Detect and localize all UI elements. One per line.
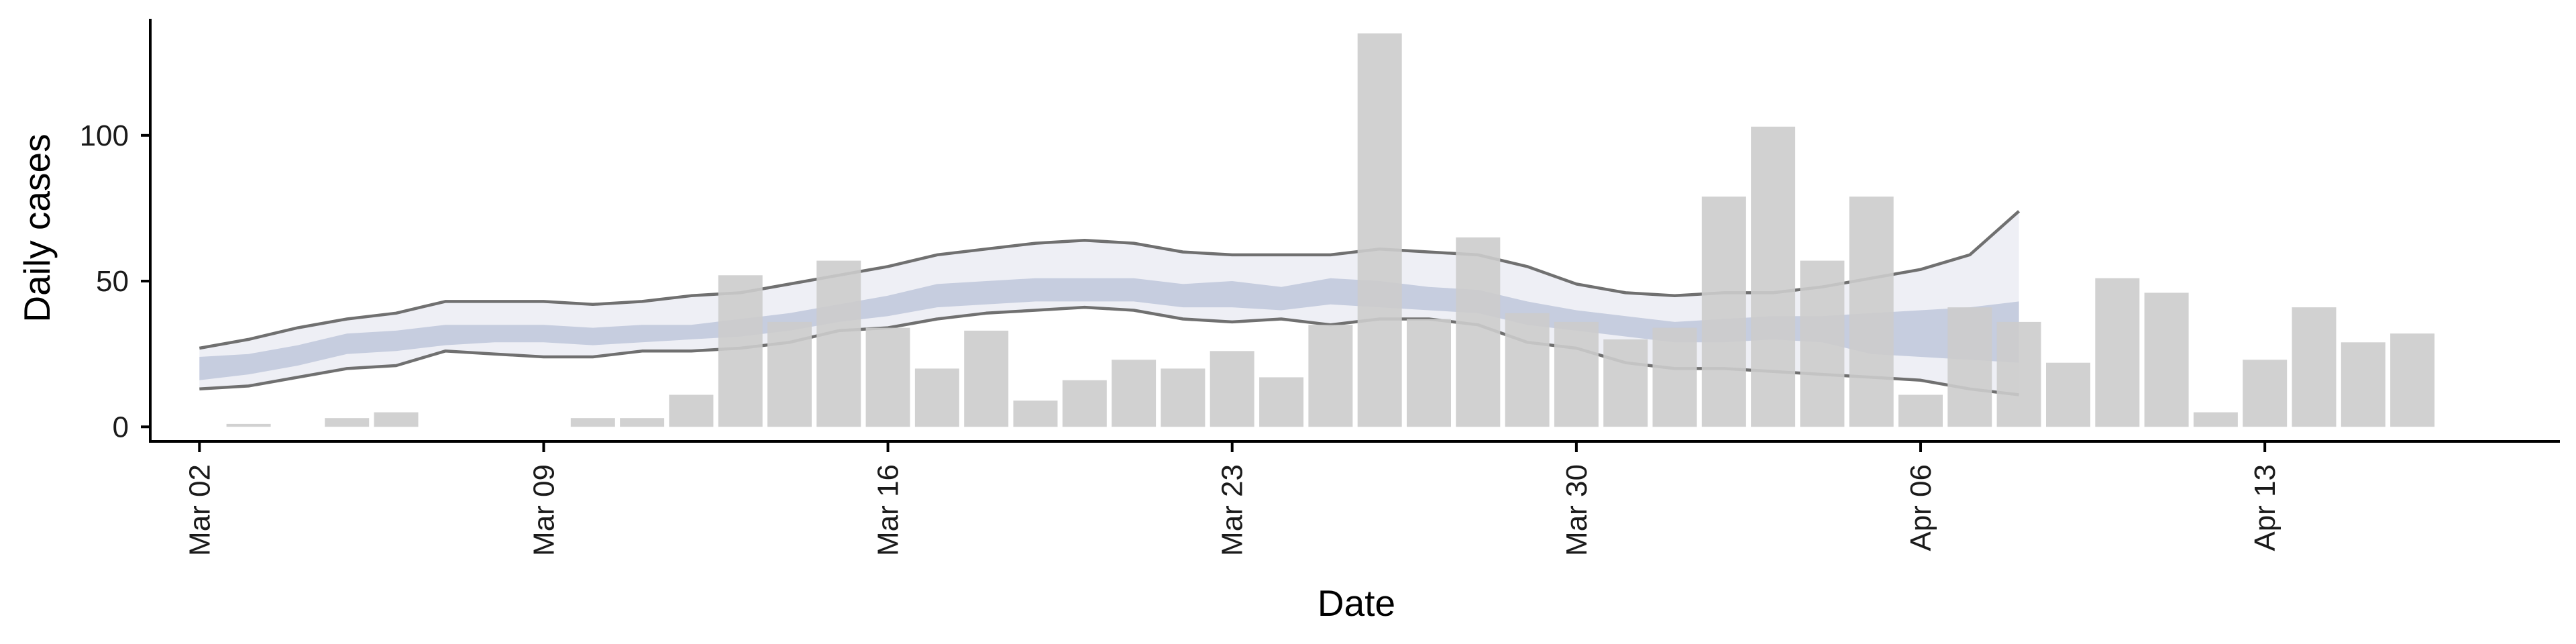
bar (914, 368, 959, 427)
bar (1308, 325, 1353, 427)
x-tick-label: Mar 02 (183, 464, 216, 556)
bar (1898, 394, 1943, 427)
x-tick-label: Apr 06 (1904, 464, 1937, 551)
bar (2095, 278, 2140, 427)
bar (2341, 342, 2385, 427)
bar (1800, 260, 1845, 427)
outer-interval-band (199, 211, 2019, 395)
bar (2144, 292, 2189, 427)
bar (2292, 307, 2337, 427)
bar (1554, 321, 1599, 427)
bar (1161, 368, 1205, 427)
daily-case-bars (226, 33, 2435, 427)
bar (1505, 313, 1550, 427)
bar (570, 418, 615, 427)
y-tick-label: 50 (96, 265, 129, 298)
bar (1849, 197, 1894, 427)
bar (1652, 327, 1697, 427)
bar (2243, 360, 2288, 427)
bar (964, 330, 1009, 427)
bar (1210, 351, 1254, 427)
bar (2390, 333, 2435, 427)
bar (1947, 307, 1992, 427)
bar (1062, 380, 1107, 427)
bar (226, 423, 271, 427)
bar (1701, 197, 1746, 427)
bar (2193, 412, 2238, 427)
bar (816, 260, 861, 427)
bar (669, 394, 714, 427)
y-axis-title: Daily cases (16, 133, 58, 322)
bar (1456, 237, 1501, 427)
bar (1751, 126, 1796, 427)
bar (1112, 360, 1157, 427)
bar (1357, 33, 1402, 427)
y-ticks: 0 50 100 (80, 119, 150, 443)
y-tick-label: 100 (80, 119, 129, 152)
x-tick-label: Mar 09 (527, 464, 560, 556)
bar (718, 275, 763, 427)
bar (865, 327, 910, 427)
axes (149, 19, 2560, 443)
y-tick-label: 0 (113, 411, 129, 443)
bar (1407, 319, 1451, 427)
x-tick-label: Apr 13 (2249, 464, 2282, 551)
bar (325, 418, 370, 427)
bar (374, 412, 419, 427)
x-tick-label: Mar 16 (872, 464, 905, 556)
bar (767, 321, 812, 427)
bar (1259, 377, 1304, 427)
bar (620, 418, 665, 427)
x-axis-title: Date (1318, 582, 1395, 624)
x-ticks: Mar 02 Mar 09 Mar 16 Mar 23 Mar 30 Apr 06 Apr … (183, 441, 2282, 556)
bar (1603, 339, 1648, 427)
x-tick-label: Mar 23 (1216, 464, 1249, 556)
bar (2046, 362, 2090, 427)
x-tick-label: Mar 30 (1560, 464, 1593, 556)
bar (1996, 321, 2041, 427)
bar (1013, 400, 1058, 427)
